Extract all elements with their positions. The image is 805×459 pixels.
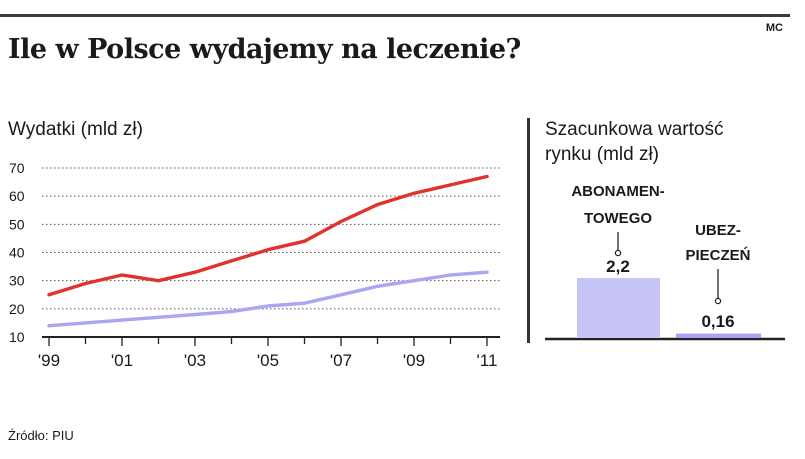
bar-category-label: PIECZEŃ [685, 247, 750, 264]
y-tick-label: 70 [9, 160, 25, 176]
x-tick-label: '99 [38, 351, 60, 370]
data-point [266, 248, 270, 252]
y-tick-label: 30 [9, 273, 25, 289]
data-point [229, 310, 234, 314]
data-point [412, 191, 416, 195]
line-chart-title: Wydatki (mld zł) [8, 119, 143, 140]
x-tick-label: '07 [330, 351, 352, 370]
y-tick-label: 40 [9, 245, 25, 261]
panel-divider [527, 118, 530, 343]
y-tick-label: 10 [9, 329, 25, 345]
bar-chart-title-line-1: Szacunkowa wartość [545, 119, 724, 140]
data-point [485, 270, 489, 274]
data-point [339, 293, 343, 297]
data-point [229, 259, 234, 263]
data-point [302, 301, 307, 305]
data-point [375, 203, 380, 207]
series-line-red [47, 174, 489, 297]
x-tick-label: '03 [184, 351, 206, 370]
data-point [448, 183, 453, 187]
bar-category-label: UBEZ- [695, 222, 741, 239]
data-point [266, 304, 270, 308]
source-note: Źródło: PIU [8, 428, 74, 443]
bar-category-label: TOWEGO [584, 210, 652, 227]
y-tick-label: 20 [9, 301, 25, 317]
data-point [83, 281, 88, 286]
data-point [193, 270, 197, 274]
data-point [485, 174, 489, 179]
data-point [193, 312, 197, 317]
data-point [448, 273, 453, 277]
y-tick-label: 50 [9, 216, 25, 232]
data-point [120, 318, 124, 322]
top-rule [0, 14, 790, 17]
x-tick-label: '09 [403, 351, 425, 370]
chart-title: Ile w Polsce wydajemy na leczenie? [8, 34, 521, 65]
x-tick-label: '11 [477, 351, 498, 370]
author-credit: MC [765, 22, 783, 34]
data-point [412, 279, 416, 283]
data-point [83, 321, 88, 325]
bar-chart-title-line-2: rynku (mld zł) [545, 144, 660, 165]
data-point [375, 284, 380, 288]
x-tick-label: '01 [111, 351, 133, 370]
data-point [156, 279, 161, 283]
data-point [339, 219, 343, 224]
label-leader-dot [614, 249, 622, 257]
x-tick-label: '05 [257, 351, 279, 370]
data-point [120, 273, 124, 277]
data-point [47, 293, 51, 297]
data-point [47, 324, 51, 328]
y-tick-label: 60 [9, 188, 25, 204]
data-point [156, 315, 161, 319]
data-point [302, 239, 307, 243]
bar-chart-title: Szacunkowa wartość rynku (mld zł) [545, 117, 785, 167]
bar [676, 333, 761, 338]
bar-value-label: 2,2 [606, 257, 630, 276]
bar-category-label: ABONAMEN- [571, 183, 664, 200]
label-leader-dot [714, 297, 722, 305]
bar [577, 278, 660, 338]
bar-value-label: 0,16 [701, 312, 734, 331]
